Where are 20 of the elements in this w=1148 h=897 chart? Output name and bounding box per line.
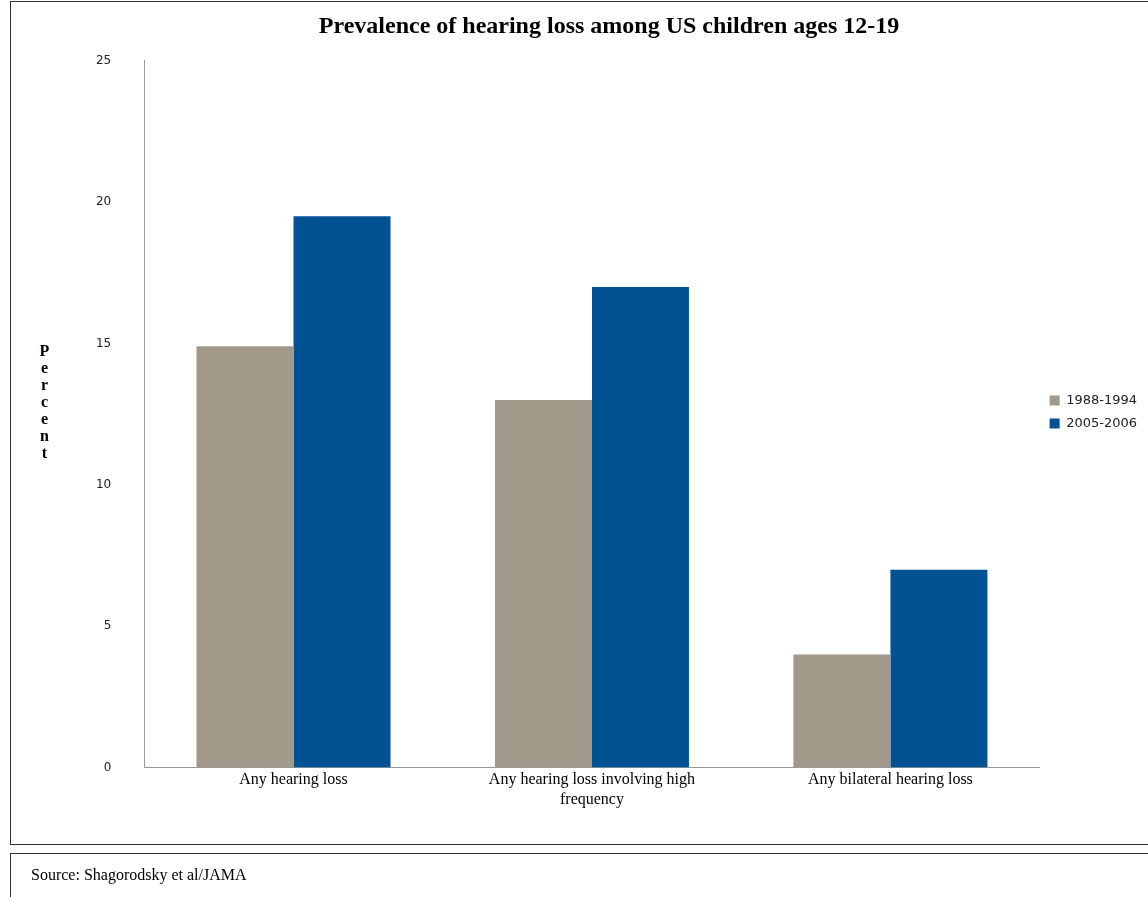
bar <box>793 654 891 768</box>
y-tick-label: 25 <box>95 52 112 67</box>
legend-label: 1988-1994 <box>1066 391 1137 407</box>
y-tick-label: 5 <box>103 618 112 633</box>
x-tick-label: Any bilateral hearing loss <box>807 770 973 789</box>
y-tick-label: 10 <box>95 477 112 492</box>
x-tick-label: Any hearing loss involving high frequency <box>488 770 696 808</box>
y-tick-label: 20 <box>95 194 112 209</box>
bar <box>293 216 391 768</box>
legend-label: 2005-2006 <box>1066 414 1137 430</box>
bar <box>591 286 689 768</box>
bar <box>494 400 592 768</box>
y-axis-title: Percent <box>35 342 53 461</box>
bar <box>890 569 988 768</box>
y-tick-label: 15 <box>95 335 112 350</box>
bar <box>196 346 294 768</box>
y-tick-label: 0 <box>103 759 112 774</box>
x-tick-label: Any hearing loss <box>239 770 348 789</box>
source-note: Source: Shagorodsky et al/JAMA <box>10 853 1148 897</box>
chart-title: Prevalence of hearing loss among US children ages 12-19 <box>318 11 900 38</box>
